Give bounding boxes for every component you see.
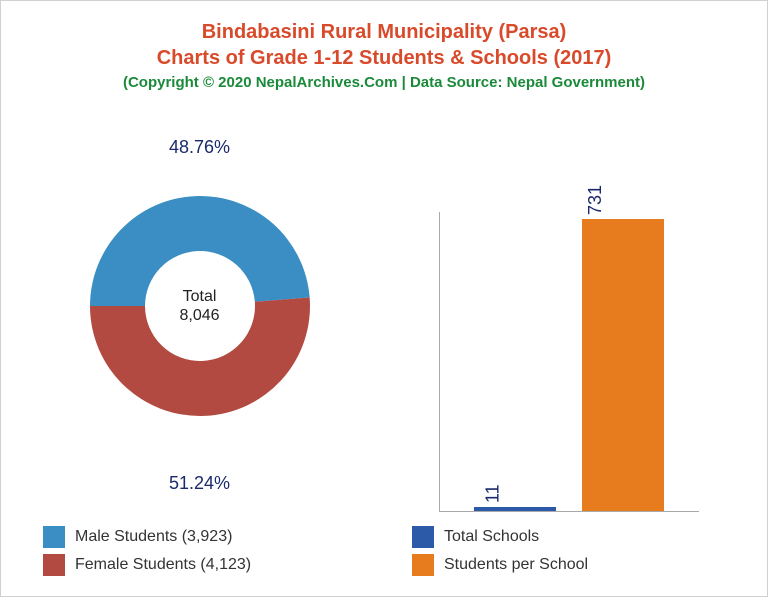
legend-swatch: [43, 554, 65, 576]
legend-item: Total Schools: [412, 526, 753, 548]
bar-legend: Total Schools Students per School: [384, 512, 753, 582]
bar: 731: [582, 219, 664, 511]
bar-wrap: 11 731: [384, 101, 753, 513]
legend-swatch: [43, 526, 65, 548]
legend-item: Female Students (4,123): [43, 554, 384, 576]
legend-text: Total Schools: [444, 528, 539, 546]
donut-center-text: Total 8,046: [179, 287, 219, 325]
copyright-line: (Copyright © 2020 NepalArchives.Com | Da…: [15, 73, 753, 93]
bar-value-label: 11: [483, 484, 504, 507]
donut-legend: Male Students (3,923) Female Students (4,…: [15, 512, 384, 582]
male-pct-label: 48.76%: [169, 137, 230, 158]
bar-value-label: 731: [585, 185, 606, 219]
chart-container: Bindabasini Rural Municipality (Parsa) C…: [0, 0, 768, 597]
bar-chart: 11 731: [439, 212, 699, 512]
donut-wrap: 48.76% Total 8,046 51.24%: [15, 101, 384, 513]
titles-block: Bindabasini Rural Municipality (Parsa) C…: [15, 19, 753, 93]
legend-swatch: [412, 526, 434, 548]
legend-text: Male Students (3,923): [75, 528, 232, 546]
legend-text: Female Students (4,123): [75, 556, 251, 574]
title-line-1: Bindabasini Rural Municipality (Parsa): [15, 19, 753, 45]
legend-item: Students per School: [412, 554, 753, 576]
bar: 11: [474, 507, 556, 511]
legend-swatch: [412, 554, 434, 576]
female-pct-label: 51.24%: [169, 473, 230, 494]
title-line-2: Charts of Grade 1-12 Students & Schools …: [15, 45, 753, 71]
legend-text: Students per School: [444, 556, 588, 574]
bar-panel: 11 731 Total Schools Students per School: [384, 101, 753, 583]
donut-panel: 48.76% Total 8,046 51.24% Male Students …: [15, 101, 384, 583]
legend-item: Male Students (3,923): [43, 526, 384, 548]
donut-total-value: 8,046: [179, 306, 219, 325]
donut-total-label: Total: [179, 287, 219, 306]
charts-row: 48.76% Total 8,046 51.24% Male Students …: [15, 101, 753, 583]
